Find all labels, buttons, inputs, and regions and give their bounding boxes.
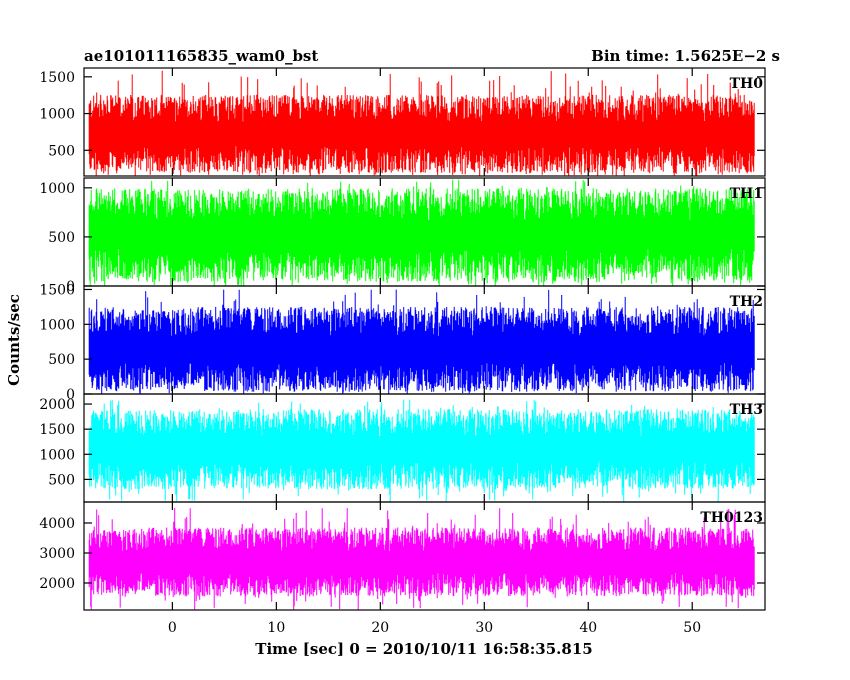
chart-title: ae101011165835_wam0_bst xyxy=(84,47,318,65)
y-tick-label-th0123-3000: 3000 xyxy=(39,546,75,562)
panel-frame-th0123 xyxy=(83,501,766,611)
x-tick-label-40: 40 xyxy=(579,620,597,636)
y-tick-label-th0123-4000: 4000 xyxy=(39,516,75,532)
series-th3 xyxy=(88,399,755,502)
panel-frame-th0 xyxy=(83,67,766,177)
y-tick-label-th3-500: 500 xyxy=(48,472,75,488)
series-th0123 xyxy=(88,508,755,610)
panel-label-th0123: TH0123 xyxy=(700,510,763,526)
x-tick-label-10: 10 xyxy=(267,620,285,636)
panels-group: 500 1000 1500 TH0 0 500 1000 TH1 0 500 1000 1500 TH2… xyxy=(39,67,766,611)
y-tick-label-th0-1000: 1000 xyxy=(39,107,75,123)
series-th0 xyxy=(88,70,755,176)
panel-label-th0: TH0 xyxy=(730,76,764,92)
bin-time-label: Bin time: 1.5625E−2 s xyxy=(591,47,780,65)
y-axis-label: Counts/sec xyxy=(5,294,23,386)
panel-th0: 500 1000 1500 TH0 xyxy=(39,67,766,177)
panel-th3: 500 1000 1500 2000 TH3 xyxy=(39,393,766,503)
x-tick-label-0: 0 xyxy=(168,620,177,636)
panel-label-th3: TH3 xyxy=(730,402,763,418)
y-tick-label-th0-500: 500 xyxy=(48,143,75,159)
x-axis-label: Time [sec] 0 = 2010/10/11 16:58:35.815 xyxy=(255,640,592,658)
x-tick-label-20: 20 xyxy=(371,620,389,636)
y-tick-label-th3-2000: 2000 xyxy=(39,397,75,413)
panel-th1: 0 500 1000 TH1 xyxy=(39,177,766,295)
panel-th2: 0 500 1000 1500 TH2 xyxy=(39,282,766,403)
x-axis: 0 10 20 30 40 50 xyxy=(168,620,701,636)
y-tick-label-th3-1000: 1000 xyxy=(39,447,75,463)
y-tick-label-th1-0: 0 xyxy=(66,279,75,295)
y-tick-label-th3-1500: 1500 xyxy=(39,422,75,438)
panel-th0123: 2000 3000 4000 TH0123 xyxy=(39,501,766,611)
panel-label-th2: TH2 xyxy=(730,294,763,310)
y-tick-label-th2-1500: 1500 xyxy=(39,282,75,298)
y-tick-label-th1-1000: 1000 xyxy=(39,181,75,197)
series-th1 xyxy=(88,179,755,286)
y-tick-label-th0-1500: 1500 xyxy=(39,70,75,86)
series-th2 xyxy=(88,289,755,394)
x-tick-label-30: 30 xyxy=(475,620,493,636)
y-tick-label-th2-500: 500 xyxy=(48,352,75,368)
panel-label-th1: TH1 xyxy=(730,186,763,202)
x-tick-label-50: 50 xyxy=(683,620,701,636)
y-tick-label-th0123-2000: 2000 xyxy=(39,576,75,592)
y-tick-label-th2-1000: 1000 xyxy=(39,317,75,333)
y-tick-label-th1-500: 500 xyxy=(48,230,75,246)
y-tick-label-th2-0: 0 xyxy=(66,387,75,403)
